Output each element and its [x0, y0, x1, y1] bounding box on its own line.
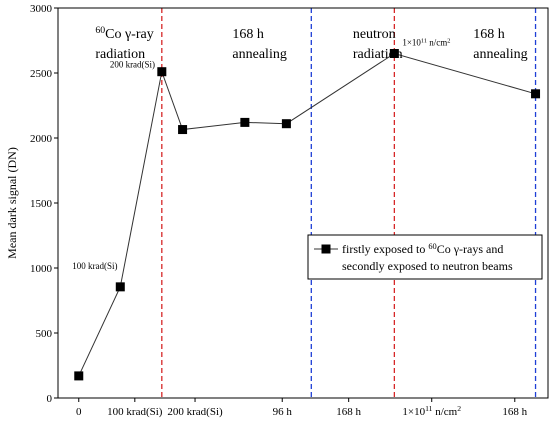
y-tick-label: 1000 — [30, 263, 53, 275]
point-annotation: 100 krad(Si) — [72, 261, 117, 271]
y-tick-label: 1500 — [30, 198, 53, 210]
data-point-marker — [74, 371, 84, 381]
x-tick-label: 96 h — [273, 406, 293, 418]
phase-label: neutron radiation — [353, 27, 403, 62]
data-series — [74, 49, 541, 381]
x-axis-ticks: 0 100 krad(Si) 200 krad(Si) 96 h 168 h 1×1011… — [76, 398, 528, 418]
y-axis-label: Mean dark signal (DN) — [5, 147, 19, 259]
x-tick-label: 100 krad(Si) — [107, 406, 163, 418]
y-tick-label: 3000 — [30, 3, 53, 15]
y-axis-ticks: 0 500 1000 1500 2000 2500 3000 — [30, 3, 58, 405]
phase-label: 168 h annealing — [232, 27, 286, 62]
x-tick-label: 168 h — [336, 406, 361, 418]
data-point-marker — [115, 282, 125, 292]
point-annotations: 100 krad(Si) 200 krad(Si) 1×1011 n/cm2 — [72, 37, 450, 271]
legend: firstly exposed to 60Co γ-rays and second… — [307, 234, 543, 280]
x-tick-label: 168 h — [502, 406, 527, 418]
legend-box — [307, 234, 543, 280]
y-tick-label: 0 — [47, 393, 53, 405]
x-tick-label: 0 — [76, 406, 82, 418]
point-annotation: 200 krad(Si) — [110, 60, 155, 70]
y-tick-label: 500 — [36, 328, 53, 340]
data-point-marker — [531, 89, 541, 99]
phase-labels: 60Co γ-ray radiation 168 h annealing neutron… — [95, 24, 527, 62]
data-point-marker — [281, 119, 291, 129]
phase-label: 60Co γ-ray radiation — [95, 24, 153, 62]
data-point-marker — [157, 67, 167, 77]
data-point-marker — [178, 125, 188, 135]
y-tick-label: 2000 — [30, 133, 53, 145]
data-point-marker — [389, 49, 399, 58]
legend-entry-text: firstly exposed to 60Co γ-rays and — [342, 242, 503, 257]
phase-label: 168 h annealing — [473, 27, 527, 62]
data-point-marker — [240, 117, 250, 127]
x-tick-label: 1×1011 n/cm2 — [402, 404, 461, 419]
point-annotation: 1×1011 n/cm2 — [402, 37, 450, 48]
phase-divider-lines — [161, 8, 537, 398]
legend-marker-sample — [321, 244, 331, 254]
x-tick-label: 200 krad(Si) — [167, 406, 223, 418]
legend-entry-text: secondly exposed to neutron beams — [342, 259, 513, 273]
y-tick-label: 2500 — [30, 68, 53, 80]
series-line — [78, 52, 536, 377]
